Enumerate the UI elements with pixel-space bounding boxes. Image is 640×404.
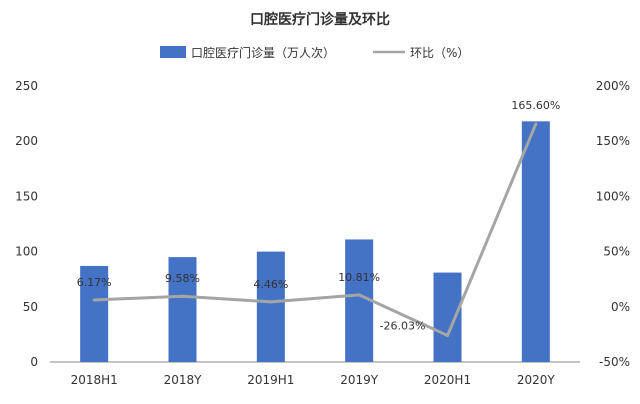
right-axis-ticks: -50% 0% 50% 100% 150% 200% <box>596 79 630 369</box>
data-label: 4.46% <box>253 278 288 291</box>
left-tick-label: 150 <box>15 189 38 203</box>
bar <box>521 121 550 362</box>
right-tick-label: 200% <box>596 79 630 93</box>
legend-swatch-bars <box>160 46 186 58</box>
left-axis-ticks: 0 50 100 150 200 250 <box>15 79 38 369</box>
chart-title: 口腔医疗门诊量及环比 <box>250 11 390 28</box>
x-axis-ticks: 2018H1 2018Y 2019H1 2019Y 2020H1 2020Y <box>71 373 556 387</box>
right-tick-label: 0% <box>611 300 630 314</box>
right-tick-label: 50% <box>603 245 630 259</box>
right-tick-label: 150% <box>596 134 630 148</box>
left-tick-label: 200 <box>15 134 38 148</box>
ratio-point <box>357 293 361 297</box>
x-tick-label: 2019H1 <box>247 373 294 387</box>
left-tick-label: 100 <box>15 245 38 259</box>
right-tick-label: 100% <box>596 189 630 203</box>
left-tick-label: 50 <box>23 300 38 314</box>
bar-series <box>80 121 550 362</box>
data-label: 10.81% <box>338 271 380 284</box>
left-tick-label: 250 <box>15 79 38 93</box>
data-label: 165.60% <box>511 99 560 112</box>
data-labels: 6.17% 9.58% 4.46% 10.81% -26.03% 165.60% <box>77 99 561 333</box>
x-tick-label: 2018Y <box>164 373 203 387</box>
ratio-point <box>92 298 96 302</box>
data-label: 6.17% <box>77 276 112 289</box>
x-tick-label: 2020H1 <box>424 373 471 387</box>
legend: 口腔医疗门诊量（万人次） 环比（%） <box>160 45 469 60</box>
bar <box>256 251 285 362</box>
ratio-line <box>94 123 538 338</box>
x-tick-label: 2020Y <box>517 373 556 387</box>
bar <box>168 257 197 362</box>
ratio-point <box>181 294 184 298</box>
x-tick-label: 2018H1 <box>71 373 118 387</box>
ratio-point <box>446 334 449 338</box>
ratio-point <box>269 300 273 304</box>
bar <box>433 272 462 362</box>
x-tick-label: 2019Y <box>340 373 379 387</box>
data-label: -26.03% <box>380 320 426 333</box>
legend-label-bars: 口腔医疗门诊量（万人次） <box>191 45 335 60</box>
legend-label-line: 环比（%） <box>410 46 469 60</box>
line-series <box>92 122 538 338</box>
ratio-point <box>534 122 538 126</box>
data-label: 9.58% <box>165 272 200 285</box>
bar <box>80 265 109 362</box>
right-tick-label: -50% <box>599 355 630 369</box>
left-tick-label: 0 <box>30 355 38 369</box>
